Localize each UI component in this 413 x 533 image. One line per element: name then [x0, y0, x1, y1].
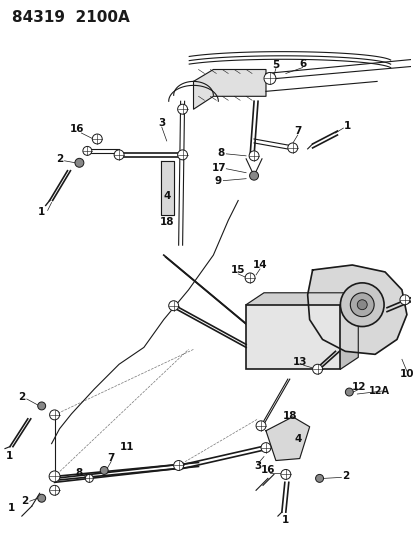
Circle shape	[85, 474, 93, 482]
Polygon shape	[193, 69, 265, 109]
Polygon shape	[307, 265, 406, 354]
Text: 2: 2	[341, 471, 348, 481]
Text: 2: 2	[21, 496, 28, 506]
Text: 18: 18	[282, 411, 296, 421]
Circle shape	[315, 474, 323, 482]
Text: 16: 16	[70, 124, 84, 134]
Circle shape	[287, 143, 297, 153]
Circle shape	[244, 273, 254, 283]
Circle shape	[173, 461, 183, 471]
Circle shape	[344, 388, 352, 396]
Text: 10: 10	[399, 369, 413, 379]
Text: 84319  2100A: 84319 2100A	[12, 10, 129, 25]
Text: 13: 13	[292, 357, 306, 367]
Text: 1: 1	[8, 503, 16, 513]
Circle shape	[399, 295, 409, 305]
Text: 1: 1	[343, 121, 350, 131]
Circle shape	[50, 410, 59, 420]
Text: 3: 3	[158, 118, 165, 128]
Text: 3: 3	[254, 462, 261, 472]
Polygon shape	[245, 293, 357, 305]
Bar	[245, 305, 339, 369]
Circle shape	[260, 442, 270, 453]
Circle shape	[169, 301, 178, 311]
Circle shape	[177, 104, 187, 114]
Circle shape	[312, 364, 322, 374]
Text: 4: 4	[293, 434, 301, 443]
Text: 12A: 12A	[368, 386, 389, 396]
Circle shape	[249, 171, 258, 180]
Text: 8: 8	[217, 148, 224, 158]
Text: 4: 4	[163, 190, 170, 200]
Text: 7: 7	[293, 126, 301, 136]
Circle shape	[38, 402, 45, 410]
Text: 2: 2	[56, 154, 63, 164]
Text: 18: 18	[159, 217, 173, 228]
Text: 6: 6	[298, 59, 306, 69]
Text: 14: 14	[252, 260, 267, 270]
Text: 17: 17	[211, 163, 226, 173]
Text: 9: 9	[214, 176, 221, 185]
Circle shape	[114, 150, 124, 160]
Text: 11: 11	[119, 442, 134, 451]
Text: 16: 16	[260, 465, 275, 475]
Circle shape	[339, 283, 383, 327]
Circle shape	[177, 150, 187, 160]
Text: 2: 2	[18, 392, 25, 402]
Circle shape	[263, 72, 275, 84]
Circle shape	[75, 158, 84, 167]
Circle shape	[255, 421, 265, 431]
Circle shape	[280, 470, 290, 479]
Text: 5: 5	[272, 60, 279, 69]
Circle shape	[49, 471, 60, 482]
Text: 1: 1	[282, 515, 289, 525]
Text: 1: 1	[6, 450, 14, 461]
Circle shape	[50, 486, 59, 495]
Text: 1: 1	[38, 207, 45, 217]
Polygon shape	[339, 293, 357, 369]
Text: 7: 7	[107, 453, 114, 463]
Circle shape	[100, 466, 108, 474]
Circle shape	[38, 494, 45, 502]
Circle shape	[349, 293, 373, 317]
Text: 15: 15	[230, 265, 245, 275]
Text: 8: 8	[76, 469, 83, 479]
Text: 12: 12	[351, 382, 366, 392]
Polygon shape	[265, 417, 309, 461]
Circle shape	[92, 134, 102, 144]
Circle shape	[249, 151, 259, 161]
Polygon shape	[160, 161, 173, 215]
Circle shape	[83, 147, 92, 155]
Circle shape	[356, 300, 366, 310]
